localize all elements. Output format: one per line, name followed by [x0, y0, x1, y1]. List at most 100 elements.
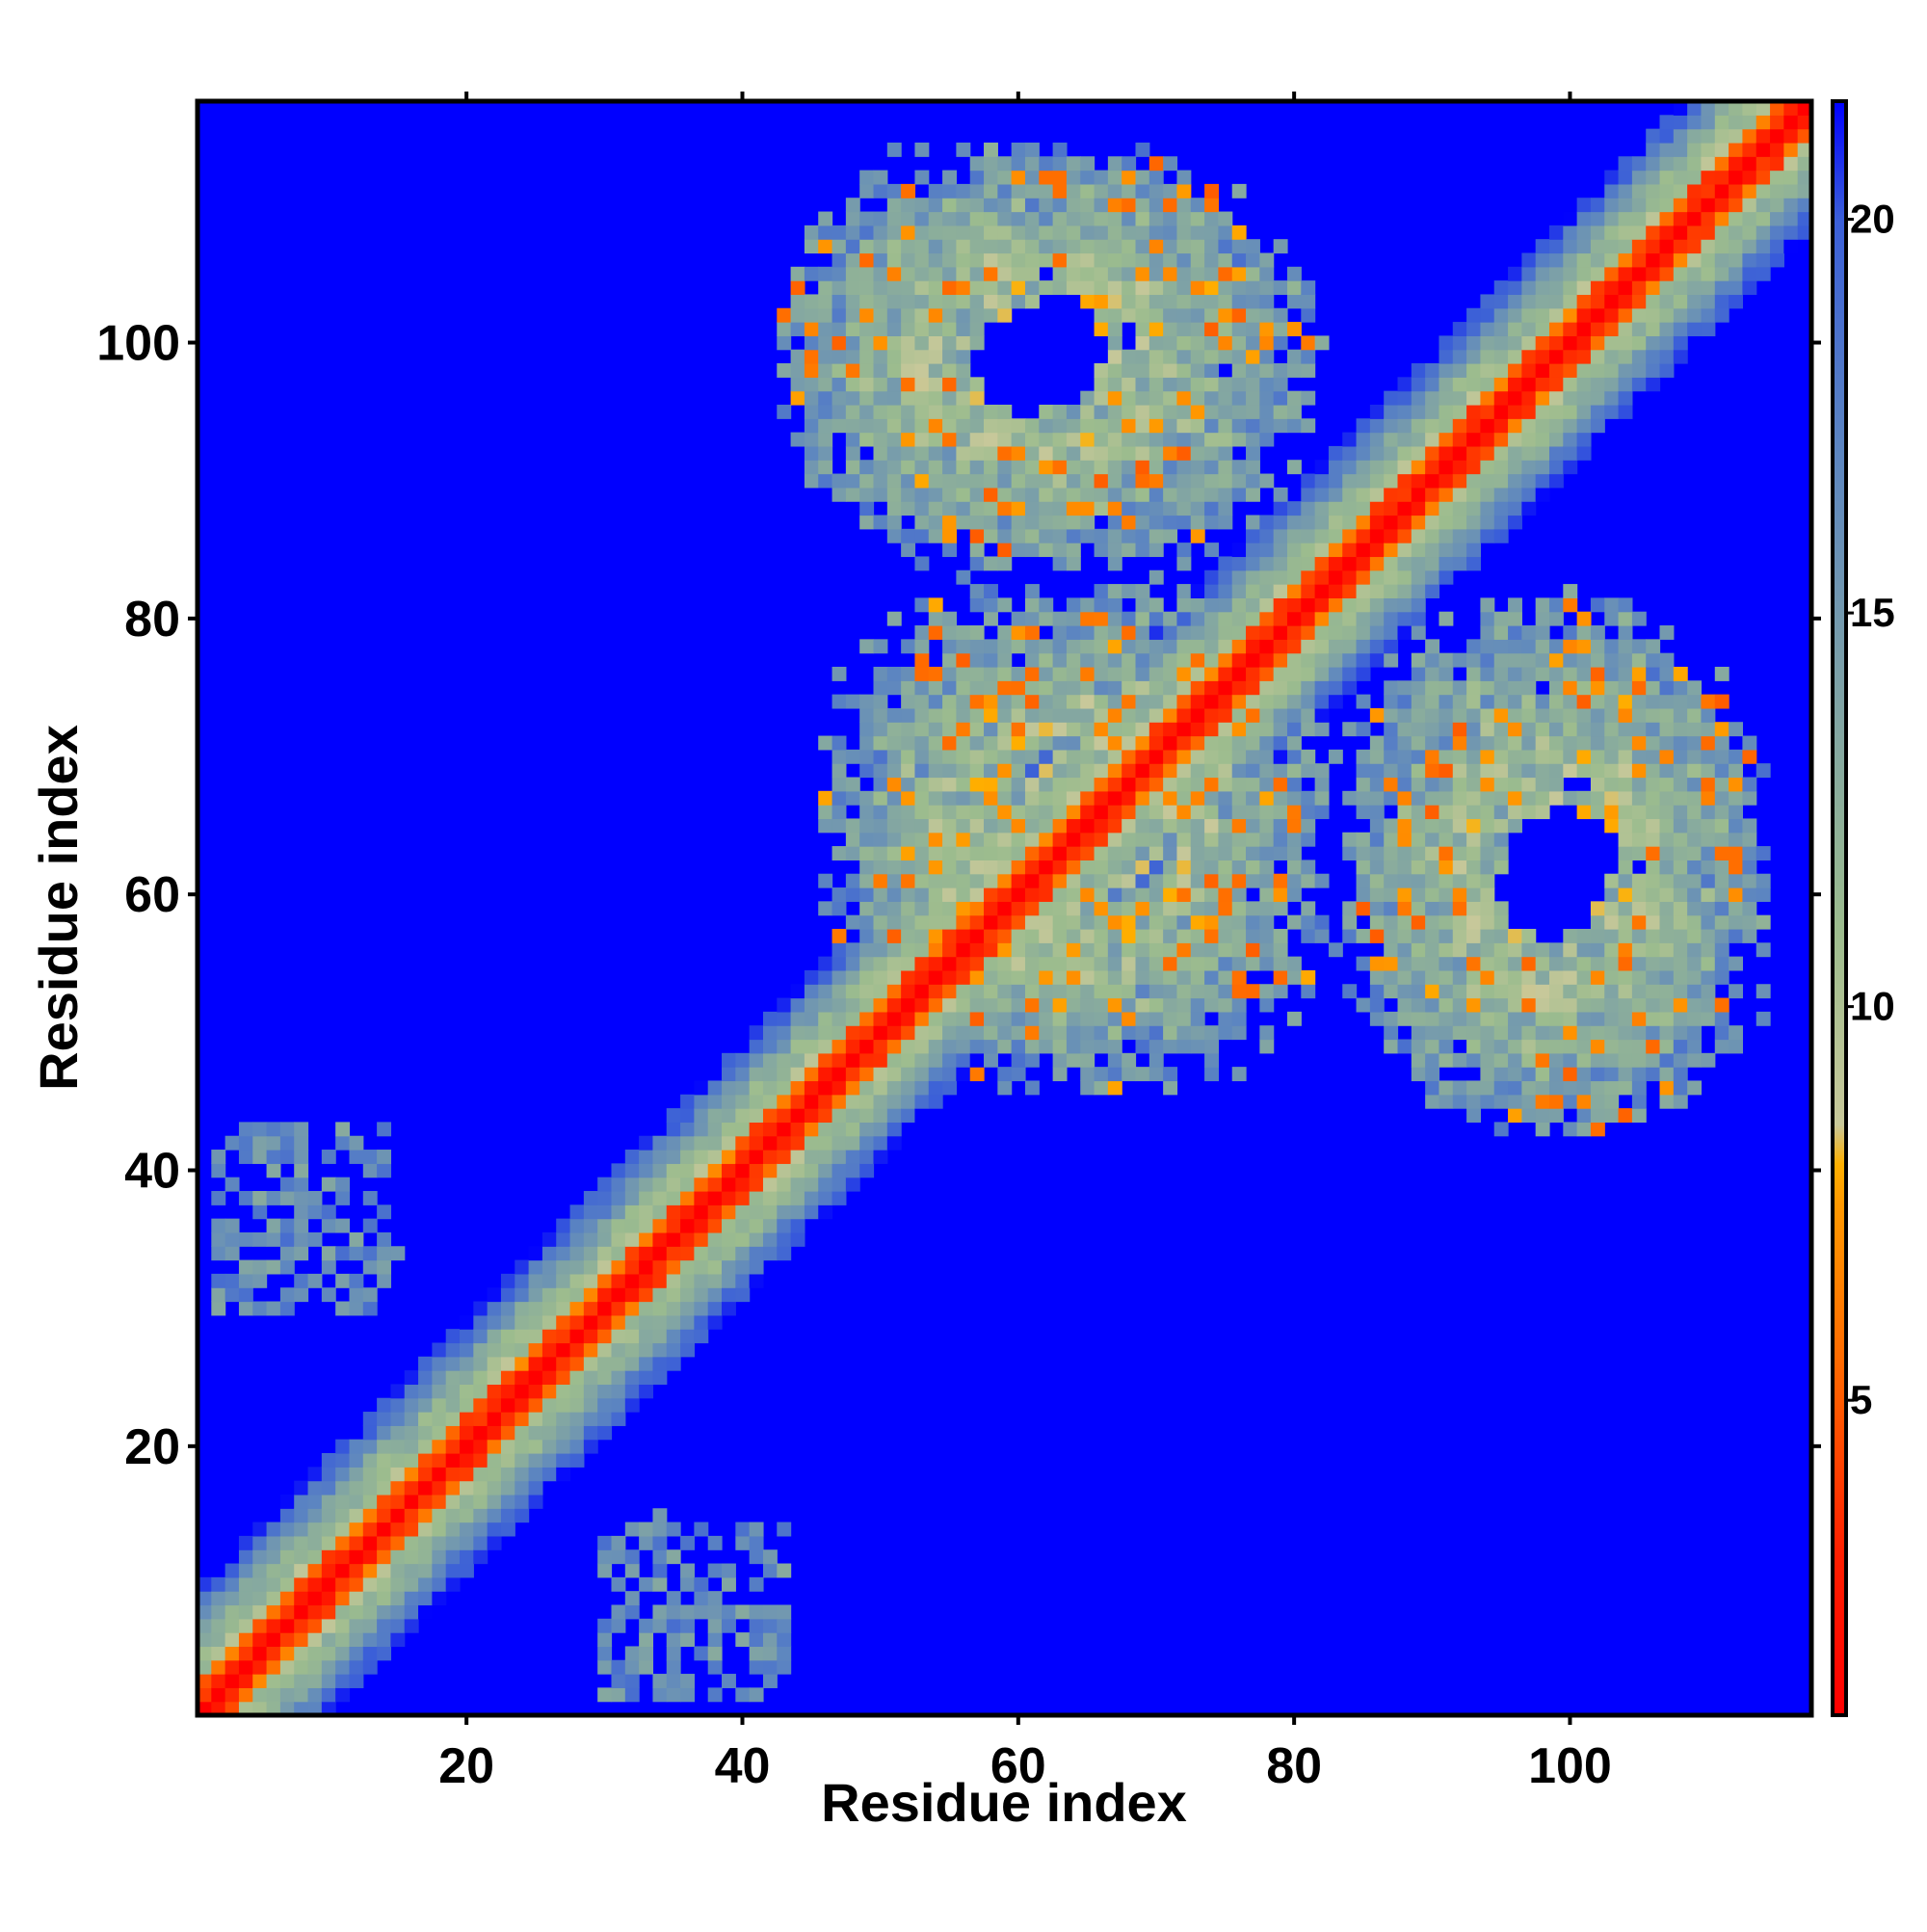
heatmap-cell: [1729, 294, 1744, 309]
heatmap-cell: [1135, 694, 1150, 709]
heatmap-cell: [873, 1025, 888, 1041]
heatmap-cell: [1011, 735, 1026, 751]
heatmap-cell: [1314, 763, 1330, 779]
heatmap-cell: [845, 984, 860, 999]
heatmap-cell: [928, 460, 943, 475]
x-axis-ticks: 20 40 60 80 100: [438, 92, 1612, 1794]
heatmap-cell: [1618, 625, 1633, 640]
heatmap-cell: [1535, 404, 1550, 419]
heatmap-cell: [1646, 198, 1661, 213]
heatmap-cell: [1135, 390, 1150, 406]
heatmap-cell: [1052, 543, 1068, 558]
heatmap-cell: [1604, 749, 1620, 764]
heatmap-cell: [1066, 707, 1081, 723]
heatmap-cell: [1604, 763, 1620, 779]
heatmap-cell: [583, 1273, 598, 1288]
heatmap-cell: [279, 1674, 295, 1688]
heatmap-cell: [252, 1190, 268, 1205]
heatmap-cell: [914, 901, 930, 916]
heatmap-cell: [722, 1204, 736, 1220]
heatmap-cell: [1673, 156, 1688, 172]
heatmap-cell: [639, 1135, 654, 1151]
heatmap-cell: [390, 1452, 406, 1468]
heatmap-cell: [1452, 832, 1467, 847]
heatmap-cell: [1011, 887, 1026, 902]
heatmap-cell: [1673, 707, 1688, 723]
heatmap-cell: [1535, 1052, 1550, 1068]
heatmap-cell: [722, 1576, 736, 1592]
heatmap-cell: [556, 1231, 571, 1247]
heatmap-cell: [1231, 473, 1247, 489]
heatmap-cell: [1094, 639, 1109, 654]
heatmap-cell: [1342, 666, 1358, 681]
heatmap-cell: [569, 1314, 585, 1330]
heatmap-cell: [1107, 749, 1122, 764]
heatmap-cell: [1259, 528, 1275, 543]
heatmap-cell: [1259, 543, 1275, 558]
heatmap-cell: [639, 1150, 654, 1164]
heatmap-cell: [1729, 873, 1744, 888]
heatmap-cell: [335, 1522, 351, 1537]
heatmap-cell: [1163, 404, 1178, 419]
heatmap-cell: [1397, 846, 1412, 860]
heatmap-cell: [1631, 694, 1647, 709]
heatmap-cell: [969, 584, 985, 598]
heatmap-cell: [1480, 528, 1495, 543]
heatmap-cell: [294, 1674, 309, 1688]
heatmap-cell: [1246, 473, 1260, 489]
heatmap-cell: [942, 183, 957, 198]
heatmap-cell: [1273, 873, 1288, 888]
heatmap-cell: [901, 735, 916, 751]
heatmap-cell: [969, 818, 985, 834]
heatmap-cell: [818, 1052, 833, 1068]
heatmap-cell: [777, 1563, 792, 1578]
heatmap-cell: [1024, 887, 1040, 902]
heatmap-cell: [886, 680, 902, 696]
heatmap-cell: [1094, 445, 1109, 461]
heatmap-cell: [886, 928, 902, 943]
heatmap-cell: [1273, 487, 1288, 502]
heatmap-cell: [404, 1604, 419, 1620]
heatmap-cell: [1521, 1025, 1537, 1041]
heatmap-cell: [873, 294, 888, 309]
heatmap-cell: [1204, 666, 1220, 681]
heatmap-cell: [1493, 846, 1509, 860]
heatmap-cell: [1563, 694, 1578, 709]
heatmap-cell: [1548, 404, 1564, 419]
heatmap-cell: [541, 1231, 557, 1247]
heatmap-cell: [611, 1273, 626, 1288]
heatmap-cell: [984, 887, 998, 902]
heatmap-cell: [1604, 639, 1620, 654]
heatmap-cell: [942, 473, 957, 489]
heatmap-cell: [487, 1480, 502, 1495]
heatmap-cell: [1521, 763, 1537, 779]
heatmap-cell: [790, 1094, 805, 1109]
heatmap-cell: [1328, 652, 1343, 668]
heatmap-cell: [1535, 984, 1550, 999]
heatmap-cell: [886, 1135, 902, 1151]
y-tick-label: 40: [124, 1144, 180, 1200]
heatmap-cell: [859, 390, 875, 406]
heatmap-cell: [1204, 569, 1220, 585]
heatmap-cell: [624, 1163, 640, 1178]
heatmap-cell: [1631, 763, 1647, 779]
heatmap-cell: [377, 1425, 392, 1441]
heatmap-cell: [1646, 860, 1661, 875]
heatmap-cell: [1411, 1039, 1426, 1054]
heatmap-cell: [1080, 473, 1095, 489]
heatmap-cell: [321, 1452, 336, 1468]
heatmap-cell: [1439, 528, 1454, 543]
heatmap-cell: [914, 735, 930, 751]
heatmap-cell: [914, 984, 930, 999]
heatmap-cell: [1439, 487, 1454, 502]
heatmap-cell: [749, 1150, 764, 1164]
heatmap-cell: [1729, 956, 1744, 971]
heatmap-cell: [1397, 556, 1412, 571]
heatmap-cell: [1618, 1025, 1633, 1041]
heatmap-cell: [1673, 1011, 1688, 1026]
heatmap-cell: [624, 1370, 640, 1386]
heatmap-cell: [1618, 404, 1633, 419]
heatmap-cell: [832, 805, 847, 820]
heatmap-cell: [1204, 445, 1220, 461]
heatmap-cell: [1107, 1025, 1122, 1041]
